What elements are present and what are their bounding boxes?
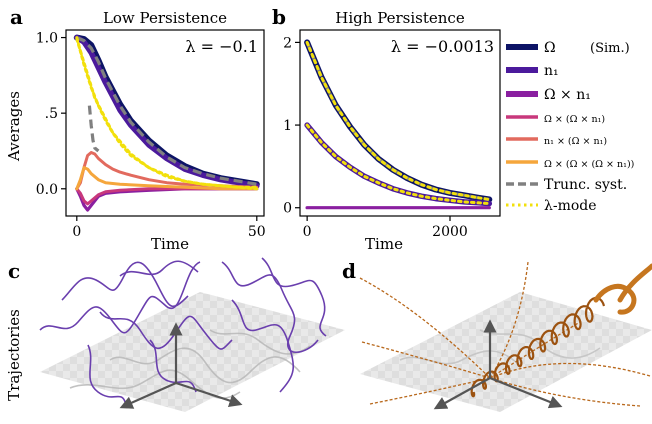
trajectories-label: Trajectories (5, 309, 23, 401)
y-tick-label-a-1: .5 (45, 106, 58, 122)
panel-letter-c: c (8, 259, 20, 283)
x-axis-label-a: Time (151, 235, 189, 253)
chart-b-plot: 0 2000 0 1 2 (283, 35, 493, 240)
legend-item: n₁ × (Ω × n₁) (506, 136, 607, 147)
legend-item: Ω × (Ω × n₁) (506, 114, 605, 125)
legend-label: Ω × (Ω × n₁) (544, 114, 605, 125)
y-tick-label-b-1: 1 (283, 118, 292, 134)
y-tick-label-b-2: 2 (283, 35, 292, 51)
panel-letter-d: d (342, 259, 356, 283)
legend-item: λ-mode (506, 198, 597, 214)
series-line-b-0 (304, 39, 493, 203)
y-tick-label-b-0: 0 (283, 201, 292, 217)
series-line-a-9 (75, 37, 259, 191)
axes-3d-c (119, 322, 243, 409)
x-tick-label-b-0: 0 (303, 224, 312, 240)
y-tick-label-a-0: 0.0 (36, 182, 58, 198)
legend-label-suffix: (Sim.) (590, 41, 630, 56)
legend: Ω (Sim.) n₁ Ω × n₁ Ω × (Ω × n₁) n₁ × (Ω × n₁)… (506, 40, 634, 214)
legend-label: Ω × (Ω × (Ω × n₁)) (544, 159, 634, 170)
x-tick-label-b-1: 2000 (432, 224, 468, 240)
panel-a-title: Low Persistence (103, 9, 227, 27)
legend-item: Ω × (Ω × (Ω × n₁)) (506, 159, 634, 170)
series-line-a-5 (75, 166, 259, 191)
trajectories-3d-panel-c (39, 257, 345, 412)
y-axis-label: Averages (5, 91, 23, 162)
chart-b-lambda: λ = −0.0013 (391, 37, 494, 56)
trajectories-3d-panel-d (359, 261, 652, 412)
x-tick-label-a-1: 50 (248, 224, 266, 240)
y-tick-label-a-2: 1.0 (36, 31, 58, 47)
series-line-a-4 (75, 151, 259, 191)
legend-label: n₁ × (Ω × n₁) (544, 136, 607, 147)
legend-item: Ω (Sim.) (506, 40, 630, 56)
legend-label: Ω × n₁ (544, 87, 591, 103)
chart-a-frame (65, 29, 265, 217)
floor-plane-c (40, 292, 345, 412)
chart-a-plot: 0 50 0.0 .5 1.0 (36, 31, 266, 240)
axes-3d-d (433, 319, 563, 410)
panel-letter-a: a (10, 5, 23, 29)
series-line-b-5 (305, 123, 491, 206)
series-line-a-7 (87, 105, 100, 153)
legend-item: Trunc. syst. (506, 177, 627, 193)
legend-item: n₁ (506, 63, 559, 79)
chart-b-frame (299, 29, 501, 217)
panel-b-title: High Persistence (335, 9, 465, 27)
x-tick-label-a-0: 0 (72, 224, 81, 240)
series-line-b-1 (304, 122, 493, 207)
floor-plane-d (360, 292, 652, 412)
legend-label: λ-mode (544, 198, 597, 214)
legend-item: Ω × n₁ (506, 87, 591, 103)
legend-label: Ω (544, 40, 556, 56)
x-axis-label-b: Time (365, 235, 403, 253)
panel-letter-b: b (272, 5, 286, 29)
legend-label: Trunc. syst. (544, 177, 627, 193)
series-line-b-4 (305, 40, 491, 201)
legend-label: n₁ (544, 63, 559, 79)
chart-a-lambda: λ = −0.1 (185, 37, 258, 56)
series-line-a-1 (74, 34, 260, 189)
series-line-a-6 (76, 36, 258, 186)
helix-trajectory-d (470, 263, 652, 398)
